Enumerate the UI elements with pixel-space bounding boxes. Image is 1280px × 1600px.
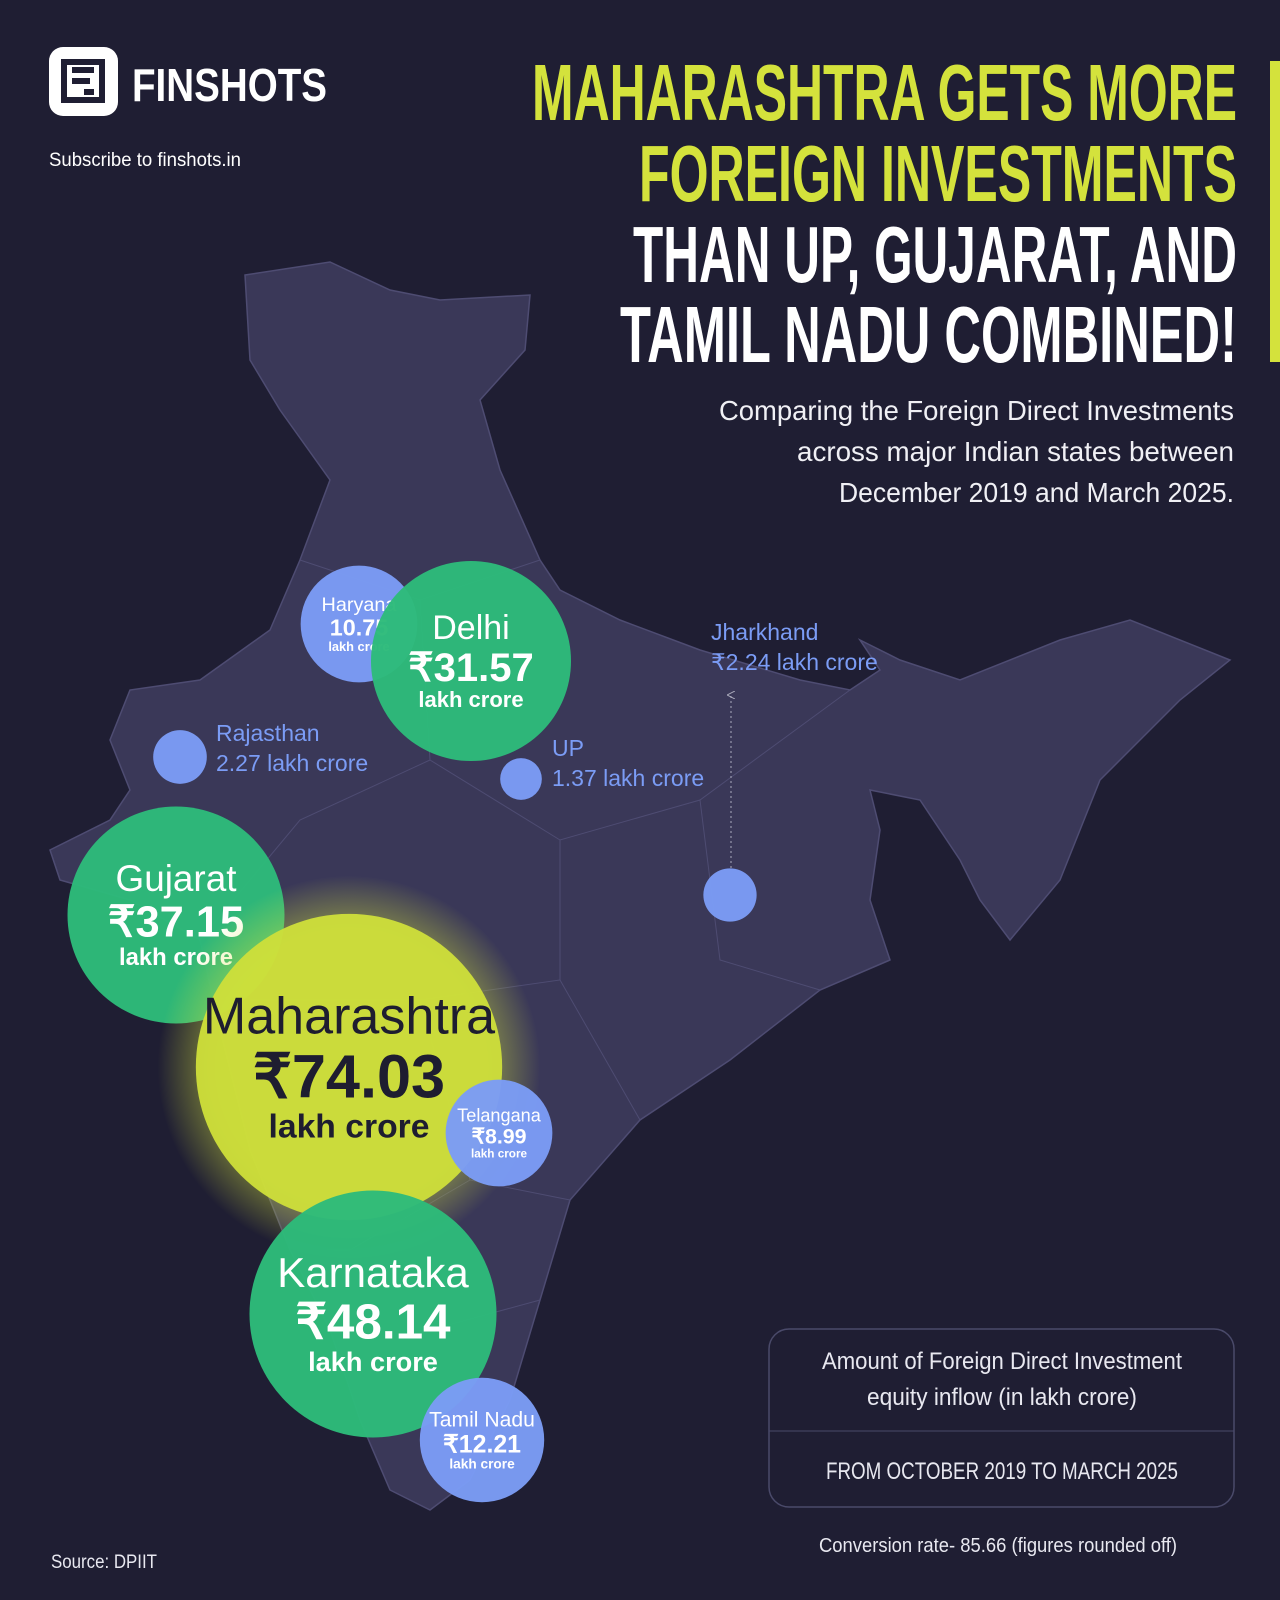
bubble (249, 1190, 497, 1438)
title-line: TAMIL NADU COMBINED! (620, 290, 1237, 379)
bubble (419, 1377, 545, 1503)
note: Conversion rate- 85.66 (figures rounded … (819, 1535, 1177, 1557)
title-line: MAHARASHTRA GETS MORE (532, 48, 1237, 137)
title-line: FOREIGN INVESTMENTS (639, 129, 1237, 218)
unit: lakh crore (603, 765, 704, 791)
bubble (153, 730, 207, 784)
unit: lakh crore (449, 1457, 515, 1472)
bubble (195, 913, 503, 1221)
title-line: THAN UP, GUJARAT, AND (633, 210, 1237, 299)
state-name: Haryana (322, 594, 398, 616)
title-bar (1270, 61, 1280, 362)
unit: lakh crore (267, 750, 368, 776)
bubble (370, 560, 572, 762)
value-label: 2.27 (216, 750, 261, 776)
value-label: ₹2.24 (711, 649, 771, 675)
state-name: Delhi (432, 609, 509, 647)
state-name: Jharkhand (711, 619, 818, 645)
state-name: UP (552, 735, 584, 761)
unit: lakh crore (777, 649, 878, 675)
brand: FINSHOTS (132, 59, 327, 111)
state-name: Rajasthan (216, 720, 320, 746)
bubble (500, 758, 542, 800)
state-value: ₹12.21 (443, 1430, 521, 1458)
unit: lakh crore (308, 1346, 438, 1377)
legend-title: Amount of Foreign Direct Investment (822, 1348, 1182, 1375)
state-value: 1.37 lakh crore (552, 765, 704, 791)
legend-period: FROM OCTOBER 2019 TO MARCH 2025 (826, 1458, 1178, 1485)
state-value: ₹8.99 (471, 1125, 526, 1149)
state-value: ₹74.03 (253, 1043, 445, 1111)
bubble (703, 868, 757, 922)
source: Source: DPIIT (51, 1552, 157, 1573)
state-value: ₹2.24 lakh crore (711, 649, 878, 675)
state-name: Karnataka (277, 1249, 469, 1296)
bubble (445, 1079, 553, 1187)
state-value: ₹31.57 (408, 646, 534, 690)
subscribe: Subscribe to finshots.in (49, 150, 241, 171)
state-value: ₹48.14 (295, 1295, 451, 1350)
unit: lakh crore (471, 1148, 528, 1161)
state-name: Gujarat (116, 858, 237, 899)
subtitle-line: December 2019 and March 2025. (839, 477, 1234, 508)
subtitle-line: Comparing the Foreign Direct Investments (719, 395, 1234, 426)
state-value: 2.27 lakh crore (216, 750, 368, 776)
logo-mark (61, 59, 105, 103)
legend-title: equity inflow (in lakh crore) (867, 1384, 1137, 1411)
unit: lakh crore (418, 687, 523, 712)
state-name: Telangana (457, 1105, 542, 1125)
state-name: Maharashtra (203, 987, 495, 1045)
unit: lakh crore (268, 1108, 429, 1145)
value-label: 1.37 (552, 765, 597, 791)
legend-box (768, 1328, 1235, 1508)
subtitle-line: across major Indian states between (797, 436, 1234, 467)
subtitle: Comparing the Foreign Direct Investments… (719, 395, 1234, 508)
state-name: Tamil Nadu (429, 1408, 535, 1431)
